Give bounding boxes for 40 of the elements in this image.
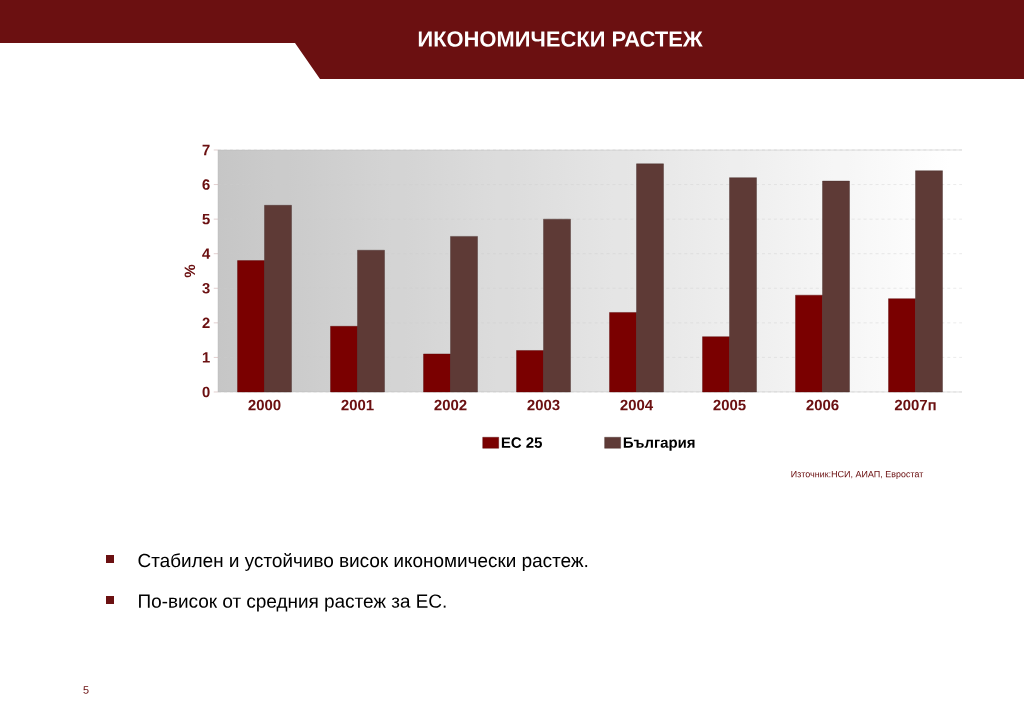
bar [450,236,478,393]
x-tick-label: 2005 [713,399,746,411]
bar [237,260,265,393]
bar [330,326,358,393]
y-tick-label: 7 [202,144,210,156]
y-tick-label: 5 [202,213,210,225]
legend-label: България [623,437,695,451]
x-tick-label: 2001 [341,399,374,411]
text: Източник:НСИ, АИАП, Евростат [791,470,924,480]
y-tick-label: 3 [202,282,210,294]
legend-label: ЕС 25 [501,437,542,448]
bar [264,205,292,393]
y-tick-label: 2 [202,317,210,329]
y-tick-label: 1 [202,352,210,363]
x-tick-label: 2002 [434,399,467,411]
x-tick-label: 2003 [527,399,560,411]
bar [729,177,757,393]
x-tick-label: 2006 [806,399,839,411]
chart-title: ИКОНОМИЧЕСКИ РАСТЕЖ [418,31,703,47]
x-tick-label: 2000 [248,399,281,411]
bar [888,298,916,393]
y-axis-title: % [184,264,196,278]
bar [543,218,571,393]
bar [423,353,451,393]
bar [636,163,664,393]
y-tick-label: 4 [202,248,211,259]
y-tick-label: 0 [202,386,210,398]
bar [702,336,730,393]
bar [357,250,385,393]
x-tick-label: 2004 [620,399,654,411]
bar [795,294,823,393]
bar [822,180,850,393]
x-tick-label: 2007п [894,399,936,411]
bar [609,312,637,393]
text: Стабилен и устойчиво висок икономически растеж. [138,553,588,571]
y-tick-label: 6 [202,179,210,190]
bar [516,350,544,393]
text: 5 [83,686,89,694]
bar [915,170,943,393]
text: По-висок от средния растеж за ЕС. [139,594,446,612]
